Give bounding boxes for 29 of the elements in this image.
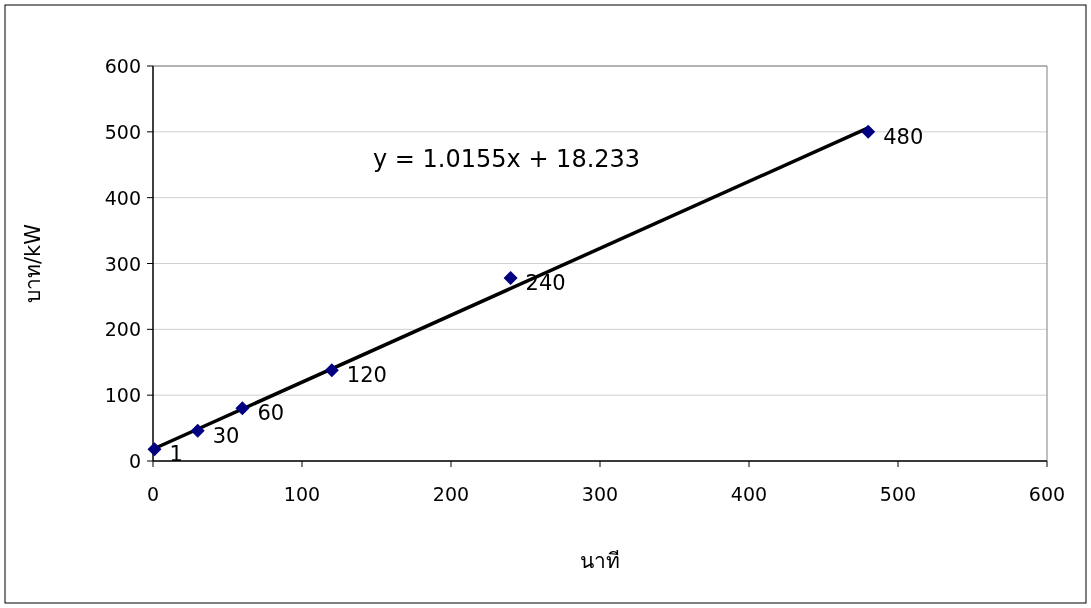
x-tick-label: 100 bbox=[283, 483, 321, 505]
x-tick-label: 600 bbox=[1028, 483, 1066, 505]
annotation: 240 bbox=[525, 270, 566, 295]
y-tick-label: 100 bbox=[104, 384, 141, 407]
point bbox=[235, 401, 250, 416]
y-tick-label: 300 bbox=[104, 252, 141, 275]
point bbox=[190, 423, 205, 438]
x-tick-label: 500 bbox=[879, 483, 917, 505]
annotation: 30 bbox=[212, 423, 240, 448]
y-axis-title: บาท/kW bbox=[21, 223, 45, 304]
point bbox=[147, 442, 162, 457]
annotation: 480 bbox=[883, 124, 924, 149]
annotation: 120 bbox=[346, 363, 387, 388]
y-tick-label: 500 bbox=[104, 120, 141, 143]
x-axis-title: นาที bbox=[580, 549, 620, 573]
point bbox=[324, 363, 339, 378]
x-tick-label: 0 bbox=[146, 483, 160, 505]
y-tick-label: 400 bbox=[104, 186, 141, 209]
annotation: 1 bbox=[169, 442, 183, 467]
point bbox=[503, 270, 518, 285]
y-tick-label: 200 bbox=[104, 318, 141, 341]
x-tick-label: 400 bbox=[730, 483, 768, 505]
point bbox=[861, 124, 876, 139]
y-tick-label: 600 bbox=[104, 55, 141, 77]
annotation: 60 bbox=[257, 401, 285, 426]
annotation: y = 1.0155x + 18.233 bbox=[373, 145, 641, 173]
x-tick-label: 200 bbox=[432, 483, 470, 505]
x-tick-label: 300 bbox=[581, 483, 619, 505]
y-tick-label: 0 bbox=[128, 450, 141, 472]
